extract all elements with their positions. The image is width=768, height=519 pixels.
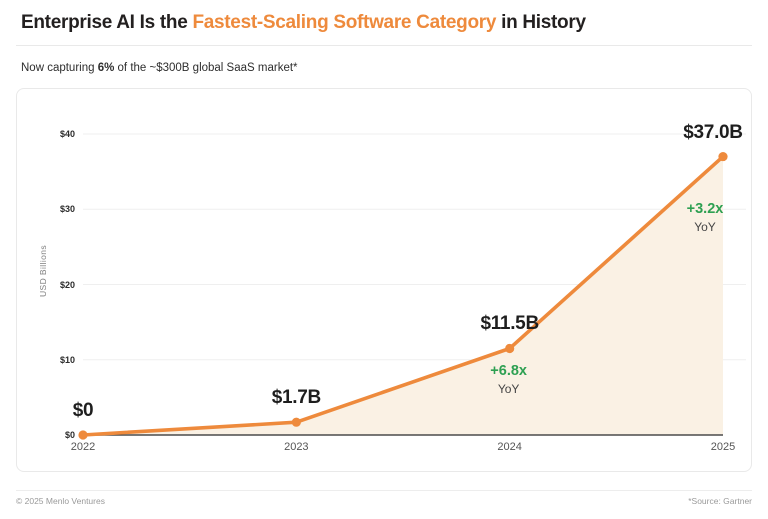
- chart-canvas: [78, 133, 746, 440]
- title-divider: [16, 45, 752, 46]
- y-tick-label: $10: [59, 354, 75, 365]
- y-tick-label: $30: [59, 204, 75, 215]
- yoy-growth: +3.2x: [686, 200, 724, 217]
- page-title-text-end: in History: [496, 12, 586, 33]
- copyright-text: © 2025 Menlo Ventures: [16, 496, 105, 506]
- subtitle-percentage: 6%: [97, 62, 115, 74]
- x-tick-label: 2025: [710, 441, 736, 453]
- subtitle-text: Now capturing: [21, 62, 98, 74]
- data-point-value-label: $11.5B: [480, 313, 539, 335]
- data-point-marker: [78, 430, 88, 440]
- trend-line: [81, 154, 725, 437]
- chart-card: USD Billions $0 $10 $20 $30 $40 2022 2023 2024 2…: [16, 88, 752, 472]
- x-tick-label: 2023: [284, 441, 309, 453]
- x-tick-label: 2024: [497, 441, 522, 453]
- page-title: Enterprise AI Is the Fastest-Scaling Sof…: [21, 11, 586, 35]
- x-tick-label: 2022: [70, 441, 96, 453]
- subtitle: Now capturing 6% of the ~$300B global Sa…: [21, 62, 298, 74]
- data-point-value-label: $37.0B: [683, 121, 743, 143]
- page-title-highlight: Fastest-Scaling Software Category: [192, 12, 497, 33]
- data-point-value-label: $0: [72, 400, 94, 421]
- y-tick-label: $40: [59, 129, 75, 139]
- yoy-annotation: +3.2x YoY: [687, 201, 724, 234]
- footer-divider: [16, 490, 752, 491]
- yoy-caption: YoY: [497, 382, 520, 397]
- yoy-growth: +6.8x: [490, 363, 528, 380]
- y-tick-label: $0: [64, 430, 75, 440]
- data-point-marker: [291, 417, 301, 427]
- source-text: *Source: Gartner: [688, 496, 752, 506]
- yoy-caption: YoY: [694, 219, 716, 234]
- data-point-value-label: $1.7B: [271, 387, 322, 409]
- page-title-text: Enterprise AI Is the: [21, 12, 193, 33]
- yoy-annotation: +6.8x YoY: [490, 363, 527, 396]
- data-point-marker: [718, 151, 728, 162]
- area-fill: [83, 156, 723, 435]
- y-tick-label: $20: [59, 279, 75, 290]
- subtitle-text-end: of the ~$300B global SaaS market*: [114, 62, 298, 74]
- data-point-marker: [505, 343, 515, 354]
